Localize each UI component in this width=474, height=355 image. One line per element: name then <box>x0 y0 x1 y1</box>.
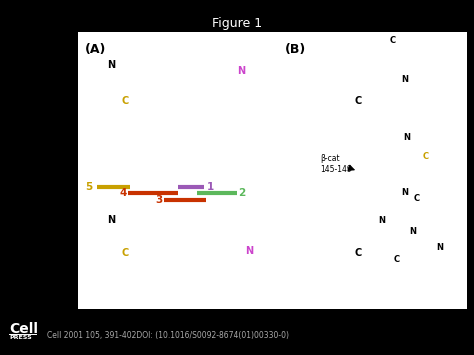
Text: 1: 1 <box>207 182 214 192</box>
Text: C: C <box>390 36 396 45</box>
Text: C: C <box>121 96 128 106</box>
Text: C: C <box>355 248 362 258</box>
Text: C: C <box>121 248 128 258</box>
Text: Cell: Cell <box>9 322 38 337</box>
Text: β-cat
145-149: β-cat 145-149 <box>320 154 352 174</box>
Text: N: N <box>401 188 408 197</box>
FancyBboxPatch shape <box>78 32 467 309</box>
Text: (B): (B) <box>284 43 306 56</box>
Text: N: N <box>378 216 385 225</box>
Text: C: C <box>423 152 429 161</box>
Text: N: N <box>107 60 115 70</box>
Text: N: N <box>237 66 246 76</box>
Text: C: C <box>355 96 362 106</box>
Text: 4: 4 <box>119 189 127 198</box>
Text: PRESS: PRESS <box>9 335 32 340</box>
Text: N: N <box>403 133 410 142</box>
Text: N: N <box>401 75 408 83</box>
Text: Cell 2001 105, 391-402DOI: (10.1016/S0092-8674(01)00330-0): Cell 2001 105, 391-402DOI: (10.1016/S009… <box>47 331 290 340</box>
Text: N: N <box>436 244 443 252</box>
Text: Figure 1: Figure 1 <box>212 17 262 29</box>
Text: C: C <box>413 193 419 203</box>
Text: (A): (A) <box>85 43 107 56</box>
Text: N: N <box>409 227 416 236</box>
Text: N: N <box>107 215 115 225</box>
Text: C: C <box>394 255 400 263</box>
Text: 2: 2 <box>238 189 246 198</box>
Text: 3: 3 <box>155 195 162 204</box>
Text: N: N <box>245 246 253 256</box>
Text: 5: 5 <box>85 182 92 192</box>
